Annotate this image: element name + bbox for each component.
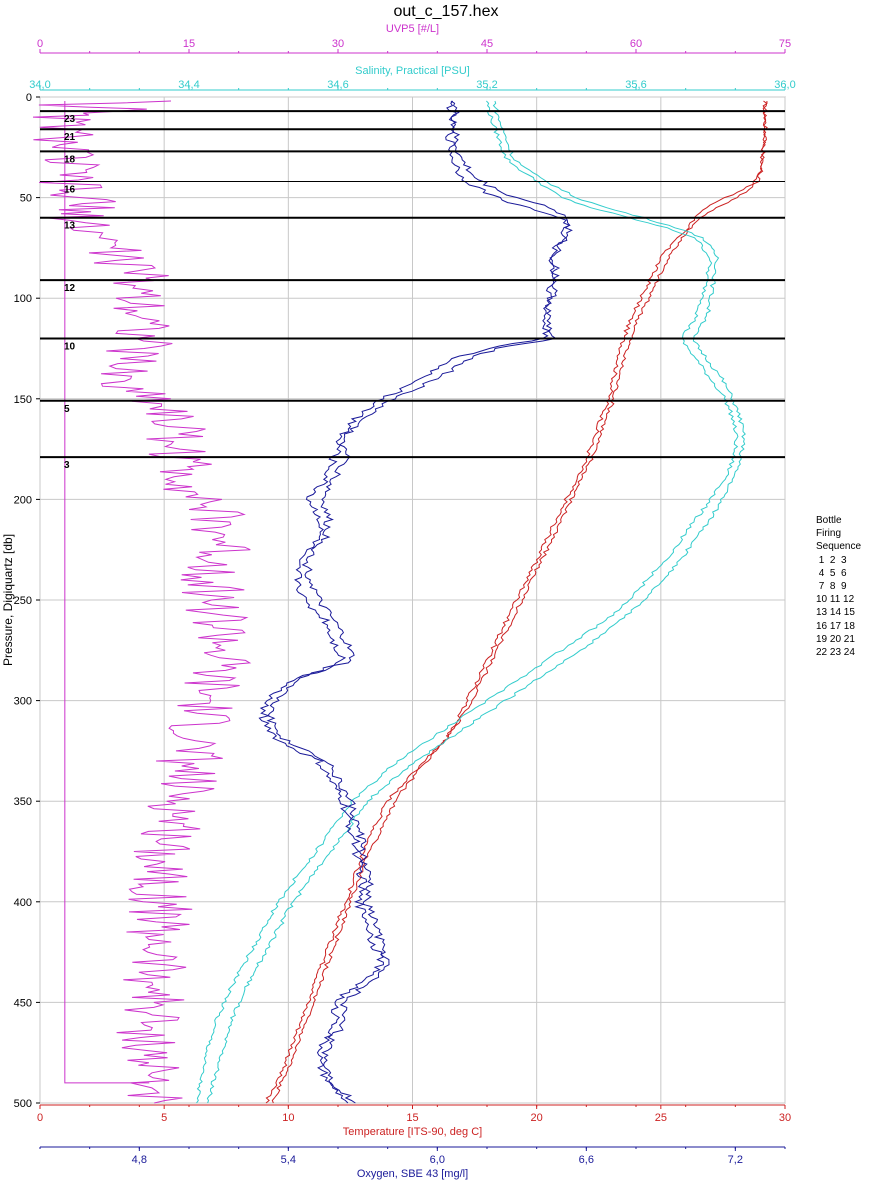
y-tick-label: 50: [20, 193, 32, 205]
uvp-baseline-line: [64, 101, 150, 1084]
salinity-tick-label: 35,6: [625, 79, 646, 91]
uvp-tick-label: 60: [630, 38, 642, 50]
uvp-series-line: [32, 100, 252, 1104]
temperature-tick-label: 25: [655, 1112, 667, 1124]
uvp-tick-label: 15: [183, 38, 195, 50]
temperature-axis-label: Temperature [ITS-90, deg C]: [343, 1126, 482, 1138]
uvp-tick-label: 45: [481, 38, 493, 50]
y-tick-label: 100: [14, 293, 32, 305]
salinity-axis-label: Salinity, Practical [PSU]: [355, 65, 470, 77]
temperature-tick-label: 20: [531, 1112, 543, 1124]
oxygen-tick-label: 5,4: [281, 1154, 296, 1166]
oxygen-tick-label: 6,6: [579, 1154, 594, 1166]
bottle-firing-label: 10: [64, 341, 76, 352]
temperature-tick-label: 5: [161, 1112, 167, 1124]
salinity-tick-label: 36,0: [774, 79, 795, 91]
uvp-axis-label: UVP5 [#/L]: [386, 23, 439, 35]
y-tick-label: 500: [14, 1098, 32, 1110]
legend-line: 16 17 18: [816, 620, 855, 632]
temperature-tick-label: 10: [282, 1112, 294, 1124]
y-tick-label: 0: [26, 92, 32, 104]
legend-line: 4 5 6: [816, 567, 847, 579]
salinity-tick-label: 34,6: [327, 79, 348, 91]
salinity-series-line: [196, 100, 739, 1104]
y-tick-label: 450: [14, 997, 32, 1009]
series-layer: [32, 100, 768, 1104]
temperature-series-line: [265, 100, 768, 1104]
bottle-firing-label: 18: [64, 154, 76, 165]
oxygen-tick-label: 6,0: [430, 1154, 445, 1166]
bottle-firing-label: 12: [64, 283, 76, 294]
temperature-tick-label: 30: [779, 1112, 791, 1124]
bottle-firing-label: 21: [64, 132, 76, 143]
y-axis-label: Pressure, Digiquartz [db]: [1, 534, 15, 666]
axes: 050100150200250300350400450500Pressure, …: [1, 23, 796, 1180]
salinity-series-line: [206, 100, 746, 1104]
legend-line: 7 8 9: [816, 581, 847, 593]
oxygen-axis-label: Oxygen, SBE 43 [mg/l]: [357, 1168, 468, 1180]
legend-line: 22 23 24: [816, 647, 855, 659]
uvp-tick-label: 30: [332, 38, 344, 50]
legend-line: 19 20 21: [816, 633, 855, 645]
bottle-firing-label: 23: [64, 114, 76, 125]
oxygen-tick-label: 7,2: [728, 1154, 743, 1166]
legend-line: Firing: [816, 528, 842, 540]
y-tick-label: 250: [14, 595, 32, 607]
bottle-firing-label: 5: [64, 404, 70, 415]
grid-lines: [39, 96, 786, 1104]
temperature-tick-label: 15: [406, 1112, 418, 1124]
bottle-firing-label: 13: [64, 221, 76, 232]
temperature-tick-label: 0: [37, 1112, 43, 1124]
bottle-firing-label: 16: [64, 185, 76, 196]
y-tick-label: 400: [14, 897, 32, 909]
y-tick-label: 350: [14, 796, 32, 808]
y-tick-label: 150: [14, 394, 32, 406]
y-tick-label: 200: [14, 494, 32, 506]
salinity-tick-label: 35,2: [476, 79, 497, 91]
bottle-firing-lines: 23 21 18 16 13 12 10 5 3: [40, 110, 785, 471]
salinity-tick-label: 34,4: [178, 79, 199, 91]
oxygen-tick-label: 4,8: [132, 1154, 147, 1166]
oxygen-series-line: [258, 100, 571, 1104]
oxygen-series-line: [266, 100, 573, 1104]
legend-line: 10 11 12: [816, 594, 855, 606]
salinity-tick-label: 34,0: [29, 79, 50, 91]
bottle-firing-legend: Bottle Firing Sequence 1 2 3 4 5 6 7 8 9 10…: [816, 514, 861, 659]
legend-line: Bottle: [816, 515, 842, 526]
chart-title: out_c_157.hex: [394, 3, 499, 20]
legend-line: Sequence: [816, 541, 862, 553]
uvp-tick-label: 0: [37, 38, 43, 50]
temperature-series-line: [271, 100, 768, 1104]
bottle-firing-label: 3: [64, 460, 70, 471]
y-tick-label: 300: [14, 696, 32, 708]
uvp-tick-label: 75: [779, 38, 791, 50]
legend-line: 13 14 15: [816, 607, 855, 619]
legend-line: 1 2 3: [816, 554, 847, 566]
